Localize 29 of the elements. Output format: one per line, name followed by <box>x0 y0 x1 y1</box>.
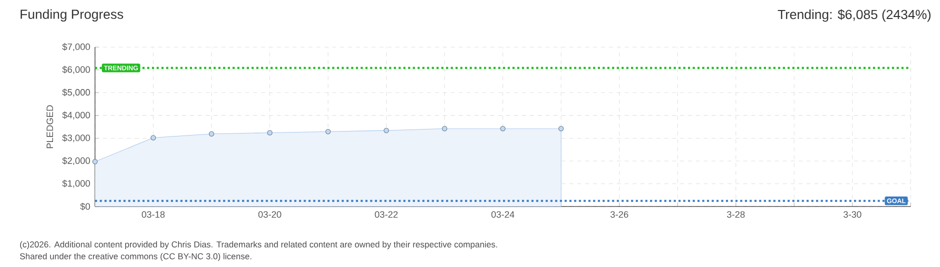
y-tick-label: $6,000 <box>62 66 90 74</box>
y-tick-label: $2,000 <box>62 157 90 166</box>
x-tick-label: 03-24 <box>491 211 514 218</box>
y-axis-title: PLEDGED <box>46 105 54 148</box>
y-tick-label: $4,000 <box>62 112 90 120</box>
point <box>150 135 156 140</box>
point <box>558 126 564 132</box>
x-tick-label: 03-18 <box>142 211 165 218</box>
point <box>92 159 98 164</box>
x-tick-label: 3-26 <box>610 211 628 218</box>
text: (c)2026. Additional content provided by Chris Dias. Trademarks and related content are owned by their respective companies. <box>20 241 498 250</box>
x-tick-label: 3-28 <box>727 211 745 218</box>
point <box>208 131 214 137</box>
point <box>500 126 506 132</box>
chart-title: Funding Progress <box>20 9 124 22</box>
point <box>325 129 331 134</box>
y-tick-label: $3,000 <box>62 134 90 142</box>
point <box>384 128 389 134</box>
point <box>267 130 272 136</box>
x-tick-label: 3-30 <box>844 211 862 218</box>
y-tick-label: $7,000 <box>62 43 90 52</box>
chart-subtitle: Trending: $6,085 (2434%) <box>778 9 931 22</box>
x-tick-label: 03-20 <box>258 211 282 218</box>
x-tick-label: 03-22 <box>374 211 398 218</box>
y-tick-label: $1,000 <box>62 180 90 188</box>
y-tick-label: $0 <box>80 202 90 210</box>
text: Shared under the creative commons (CC BY-NC 3.0) license. <box>20 253 252 262</box>
point <box>442 126 448 132</box>
y-tick-label: $5,000 <box>62 88 90 97</box>
